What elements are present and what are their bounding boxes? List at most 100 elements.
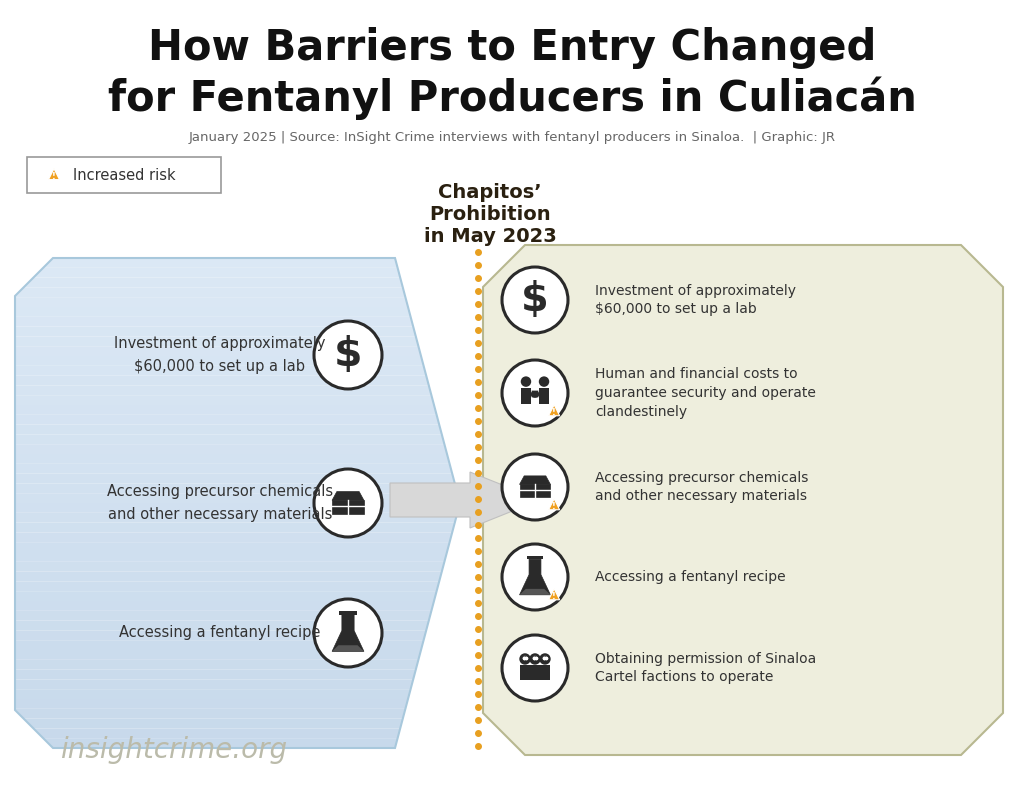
Polygon shape <box>15 483 458 494</box>
Polygon shape <box>520 665 530 680</box>
Text: Prohibition: Prohibition <box>429 205 551 224</box>
Polygon shape <box>15 630 426 640</box>
Text: !: ! <box>552 408 556 417</box>
Polygon shape <box>15 287 406 297</box>
Polygon shape <box>15 494 460 503</box>
Polygon shape <box>15 385 431 395</box>
Polygon shape <box>15 660 419 669</box>
Polygon shape <box>15 405 436 415</box>
Text: $: $ <box>521 280 549 320</box>
Polygon shape <box>15 346 421 356</box>
Polygon shape <box>24 719 402 728</box>
Polygon shape <box>15 297 408 307</box>
Polygon shape <box>15 326 416 337</box>
Text: Human and financial costs to
guarantee security and operate
clandestinely: Human and financial costs to guarantee s… <box>595 367 816 419</box>
Circle shape <box>521 377 531 387</box>
Text: How Barriers to Entry Changed: How Barriers to Entry Changed <box>147 27 877 69</box>
Polygon shape <box>332 501 364 513</box>
Polygon shape <box>15 523 455 533</box>
Circle shape <box>532 655 538 661</box>
Polygon shape <box>15 689 411 699</box>
Polygon shape <box>15 503 460 513</box>
FancyBboxPatch shape <box>27 157 221 193</box>
Polygon shape <box>15 317 414 326</box>
Polygon shape <box>15 542 450 552</box>
Polygon shape <box>332 615 364 651</box>
Polygon shape <box>549 589 560 599</box>
Text: Chapitos’: Chapitos’ <box>438 182 542 201</box>
Polygon shape <box>15 640 424 650</box>
Circle shape <box>519 654 530 665</box>
Polygon shape <box>539 388 549 404</box>
Polygon shape <box>15 337 419 346</box>
Text: Accessing precursor chemicals
and other necessary materials: Accessing precursor chemicals and other … <box>106 485 333 521</box>
Polygon shape <box>390 472 540 528</box>
Polygon shape <box>15 444 447 454</box>
Polygon shape <box>15 356 424 366</box>
Circle shape <box>540 654 551 665</box>
Polygon shape <box>43 258 397 267</box>
Polygon shape <box>15 699 408 708</box>
Polygon shape <box>332 492 364 501</box>
Polygon shape <box>15 533 453 542</box>
Polygon shape <box>24 278 402 287</box>
Polygon shape <box>15 376 429 385</box>
Polygon shape <box>15 591 436 601</box>
Polygon shape <box>15 650 421 660</box>
Polygon shape <box>15 572 441 581</box>
Polygon shape <box>549 499 560 509</box>
Polygon shape <box>15 435 444 444</box>
Text: !: ! <box>552 592 556 601</box>
Polygon shape <box>15 424 441 435</box>
Polygon shape <box>15 621 429 630</box>
Polygon shape <box>15 611 431 621</box>
Circle shape <box>502 544 568 610</box>
Text: Accessing a fentanyl recipe: Accessing a fentanyl recipe <box>595 570 785 584</box>
Polygon shape <box>34 728 400 738</box>
Text: January 2025 | Source: InSight Crime interviews with fentanyl producers in Sinal: January 2025 | Source: InSight Crime int… <box>188 131 836 145</box>
Text: in May 2023: in May 2023 <box>424 227 556 245</box>
Polygon shape <box>521 388 531 404</box>
Polygon shape <box>43 738 397 748</box>
Polygon shape <box>15 669 416 680</box>
Circle shape <box>502 267 568 333</box>
Polygon shape <box>48 169 59 180</box>
Polygon shape <box>15 474 455 483</box>
Polygon shape <box>15 415 439 424</box>
Text: Investment of approximately
$60,000 to set up a lab: Investment of approximately $60,000 to s… <box>595 283 796 317</box>
Text: !: ! <box>52 172 56 181</box>
Polygon shape <box>519 589 551 595</box>
Polygon shape <box>15 562 444 572</box>
Polygon shape <box>549 405 560 416</box>
Polygon shape <box>15 708 406 719</box>
Circle shape <box>314 321 382 389</box>
Circle shape <box>314 599 382 667</box>
Polygon shape <box>15 454 450 464</box>
Text: insightcrime.org: insightcrime.org <box>60 736 287 764</box>
Polygon shape <box>15 581 439 591</box>
Polygon shape <box>332 646 364 651</box>
Circle shape <box>522 655 527 661</box>
FancyBboxPatch shape <box>531 391 539 397</box>
Polygon shape <box>15 366 426 376</box>
Text: Increased risk: Increased risk <box>73 169 176 184</box>
Circle shape <box>543 655 548 661</box>
Polygon shape <box>519 485 551 498</box>
Circle shape <box>539 377 549 387</box>
Polygon shape <box>34 267 400 278</box>
Circle shape <box>314 469 382 537</box>
Polygon shape <box>526 556 544 559</box>
Text: Accessing precursor chemicals
and other necessary materials: Accessing precursor chemicals and other … <box>595 470 808 504</box>
Polygon shape <box>519 559 551 595</box>
Polygon shape <box>15 680 414 689</box>
Polygon shape <box>15 307 411 317</box>
Polygon shape <box>15 552 447 562</box>
Polygon shape <box>529 665 540 680</box>
Text: Accessing a fentanyl recipe: Accessing a fentanyl recipe <box>120 626 321 641</box>
Polygon shape <box>15 513 458 523</box>
Polygon shape <box>15 395 434 405</box>
Polygon shape <box>15 601 434 611</box>
Text: Obtaining permission of Sinaloa
Cartel factions to operate: Obtaining permission of Sinaloa Cartel f… <box>595 651 816 685</box>
Text: !: ! <box>552 502 556 511</box>
Circle shape <box>502 635 568 701</box>
